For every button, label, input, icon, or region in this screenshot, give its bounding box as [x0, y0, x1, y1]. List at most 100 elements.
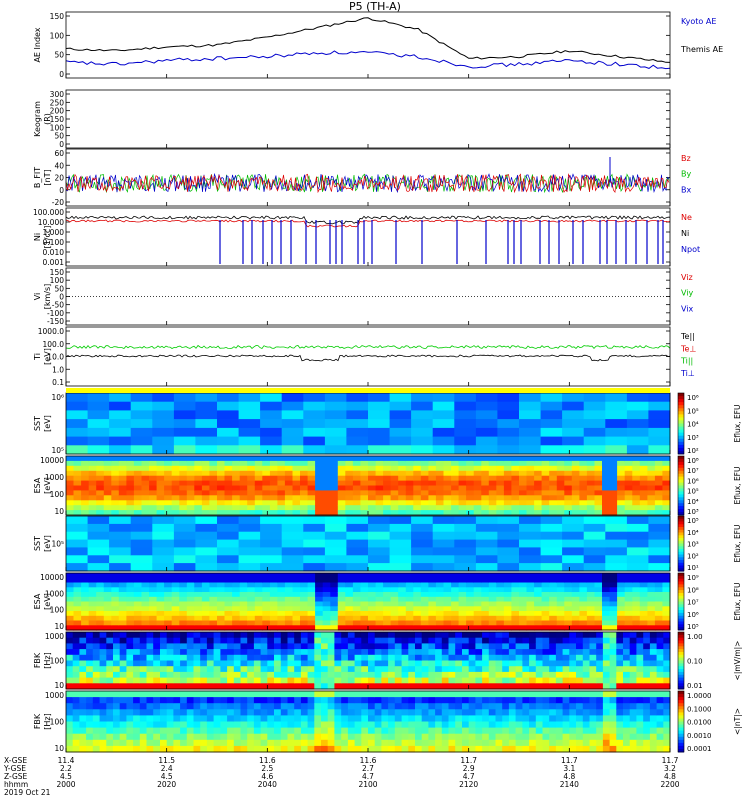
spectro-cell: [303, 547, 326, 556]
spectro-cell: [589, 715, 597, 722]
spectro-cell: [99, 632, 107, 639]
spectro-cell: [87, 523, 110, 533]
spectro-cell: [66, 480, 75, 486]
spectro-cell: [636, 733, 644, 741]
spectro-cell: [455, 709, 463, 716]
spectro-cell: [113, 733, 121, 741]
spectro-cell: [435, 485, 444, 491]
spectro-cell: [87, 401, 110, 411]
spectro-cell: [284, 510, 293, 516]
spectro-cell: [209, 456, 218, 462]
spectro-cell: [576, 666, 584, 673]
spectro-cell: [73, 475, 82, 482]
spectro-cell: [569, 721, 577, 729]
spectro-cell: [201, 490, 210, 496]
spectro-cell: [269, 620, 278, 626]
spectro-cell: [602, 480, 611, 486]
spectro-cell: [274, 721, 282, 729]
spectro-cell: [571, 611, 580, 617]
panel-ylabel: Vi: [33, 293, 42, 301]
colorbar-cell: [678, 467, 684, 472]
spectro-cell: [374, 733, 382, 741]
spectro-cell: [186, 456, 195, 462]
spectro-cell: [307, 691, 315, 698]
spectro-cell: [300, 715, 309, 722]
spectro-cell: [451, 485, 460, 491]
spectro-cell: [156, 510, 165, 516]
spectro-cell: [368, 727, 376, 735]
spectro-cell: [519, 625, 528, 631]
spectro-cell: [466, 592, 475, 598]
spectro-cell: [519, 606, 528, 612]
spectro-cell: [109, 393, 132, 403]
spectro-cell: [632, 573, 641, 579]
spectro-cell: [555, 727, 564, 735]
spectro-cell: [562, 523, 585, 533]
spectro-cell: [277, 490, 286, 496]
spectro-cell: [582, 709, 590, 716]
spectro-cell: [109, 563, 132, 572]
spectro-cell: [217, 475, 226, 482]
spectro-cell: [374, 745, 382, 753]
spectro-cell: [247, 480, 256, 486]
spectro-cell: [475, 643, 483, 650]
spectro-cell: [368, 582, 377, 588]
spectro-cell: [334, 677, 342, 684]
spectro-cell: [345, 625, 354, 631]
spectro-cell: [428, 620, 437, 626]
spectro-cell: [361, 745, 369, 753]
spectro-cell: [156, 592, 165, 598]
spectro-cell: [330, 500, 339, 506]
spectro-cell: [206, 739, 215, 747]
panel-yunit: [nT]: [43, 169, 52, 185]
spectro-cell: [166, 691, 174, 698]
spectro-cell: [481, 606, 490, 612]
spectro-cell: [421, 683, 429, 690]
axis-value: 4.8: [563, 772, 575, 781]
spectro-cell: [337, 606, 346, 612]
spectro-cell: [594, 615, 603, 622]
spectro-cell: [360, 495, 369, 501]
spectro-cell: [571, 510, 580, 516]
spectro-cell: [66, 475, 75, 482]
spectro-cell: [180, 739, 188, 747]
spectro-cell: [330, 510, 339, 516]
colorbar-tick: 10²: [687, 447, 699, 455]
spectro-cell: [462, 721, 470, 729]
spectro-cell: [119, 703, 127, 710]
spectro-cell: [381, 691, 389, 698]
spectro-cell: [443, 505, 452, 511]
spectro-cell: [398, 620, 407, 626]
spectro-cell: [529, 654, 537, 661]
spectro-cell: [238, 410, 261, 420]
spectro-cell: [300, 510, 309, 516]
spectro-cell: [360, 592, 369, 598]
spectro-cell: [502, 654, 510, 661]
spectro-cell: [632, 490, 641, 496]
spectro-cell: [583, 436, 606, 446]
spectro-cell: [194, 460, 203, 467]
spectro-cell: [103, 587, 112, 593]
spectro-cell: [166, 709, 174, 716]
spectro-cell: [315, 505, 324, 511]
spectro-cell: [209, 505, 218, 511]
spectro-cell: [535, 733, 543, 741]
spectro-cell: [609, 671, 617, 679]
colorbar-tick: 0.10: [687, 658, 703, 666]
spectro-cell: [656, 649, 664, 656]
spectro-cell: [240, 709, 248, 716]
spectro-cell: [153, 721, 161, 729]
spectro-cell: [267, 703, 275, 710]
spectro-cell: [458, 510, 467, 516]
spectro-cell: [314, 727, 322, 735]
spectro-cell: [526, 485, 535, 491]
spectro-cell: [260, 709, 268, 716]
spectro-cell: [482, 654, 490, 661]
spectro-cell: [88, 456, 97, 462]
spectro-cell: [213, 715, 221, 722]
spectro-cell: [346, 531, 369, 541]
spectro-cell: [347, 683, 356, 690]
spectro-cell: [66, 715, 74, 722]
spectro-cell: [503, 573, 512, 579]
spectro-cell: [171, 620, 180, 626]
